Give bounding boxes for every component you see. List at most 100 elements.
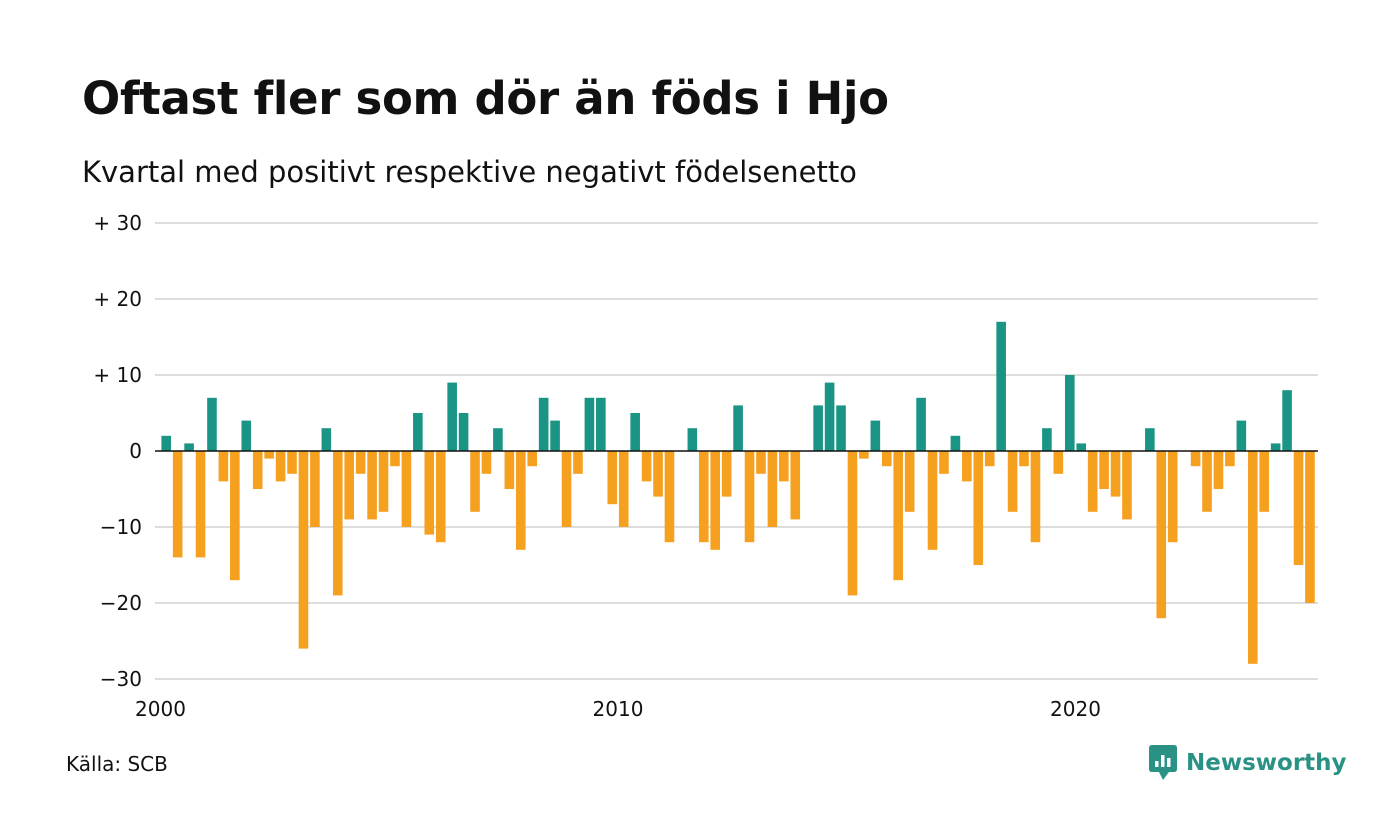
bar [1259, 451, 1270, 512]
bar [195, 451, 206, 558]
x-tick-label: 2020 [1050, 697, 1101, 721]
y-tick-label: −30 [100, 667, 142, 691]
bar [813, 405, 823, 451]
bar [378, 451, 389, 512]
bar [984, 451, 995, 467]
source-note: Källa: SCB [66, 752, 168, 776]
bar [161, 435, 172, 451]
bar [939, 451, 949, 474]
bar [458, 413, 469, 451]
bar [1007, 451, 1018, 512]
bar [561, 451, 572, 527]
bar [893, 451, 904, 581]
bar [1213, 451, 1224, 489]
bar [1019, 451, 1029, 467]
bar [962, 451, 972, 482]
bar [1236, 420, 1247, 451]
bar [1167, 451, 1178, 543]
x-tick-label: 2000 [135, 697, 186, 721]
bar [1190, 451, 1201, 467]
bar [1087, 451, 1098, 512]
newsworthy-brand[interactable]: Newsworthy [1148, 743, 1347, 783]
bar [950, 435, 961, 451]
bar [618, 451, 629, 527]
bar [252, 451, 263, 489]
bar [332, 451, 343, 596]
bar [1099, 451, 1109, 489]
bar [241, 420, 252, 451]
bar [310, 451, 320, 527]
bar [275, 451, 286, 482]
bar [721, 451, 732, 497]
y-tick-label: −10 [100, 515, 142, 539]
bar [607, 451, 618, 505]
bar [230, 451, 240, 581]
bar [481, 451, 492, 474]
bar [401, 451, 412, 527]
chart-subtitle: Kvartal med positivt respektive negativt… [82, 155, 857, 189]
bar [847, 451, 858, 596]
brand-name: Newsworthy [1186, 750, 1347, 776]
bar [1293, 451, 1304, 565]
bar [756, 451, 766, 474]
bar [1305, 451, 1315, 603]
bars [155, 321, 1318, 664]
bar [321, 428, 332, 451]
bar [264, 451, 274, 459]
bar [630, 413, 640, 451]
bar [413, 413, 423, 451]
bar [172, 451, 183, 558]
bar [824, 382, 835, 451]
bar [710, 451, 721, 550]
bar [1064, 375, 1075, 451]
bar [1042, 428, 1052, 451]
bar [584, 397, 595, 451]
bar [447, 382, 457, 451]
x-axis-ticks: 2000 2010 2020 [135, 697, 1101, 721]
gridlines [155, 222, 1318, 680]
bar [207, 397, 217, 451]
bar [1225, 451, 1235, 467]
bar [515, 451, 526, 550]
bar [1202, 451, 1212, 512]
bar [973, 451, 984, 565]
bar [184, 443, 194, 451]
bar [1030, 451, 1041, 543]
bar [367, 451, 377, 520]
bar [1156, 451, 1167, 619]
bar [1110, 451, 1121, 497]
chart-title: Oftast fler som dör än föds i Hjo [82, 72, 889, 125]
bar [744, 451, 755, 543]
bar [859, 451, 869, 459]
bar [470, 451, 480, 512]
bar [424, 451, 435, 535]
bar [653, 451, 663, 497]
y-tick-label: + 20 [93, 287, 142, 311]
y-tick-label: + 10 [93, 363, 142, 387]
bar [836, 405, 846, 451]
bar [767, 451, 778, 527]
bar [573, 451, 583, 474]
bar [779, 451, 789, 482]
bar [664, 451, 675, 543]
bar [927, 451, 938, 550]
bar [1122, 451, 1132, 520]
bar [527, 451, 538, 467]
bar [1145, 428, 1155, 451]
bar [1053, 451, 1064, 474]
bar [687, 428, 698, 451]
bar [916, 397, 926, 451]
bar [218, 451, 229, 482]
bar [504, 451, 515, 489]
bar [538, 397, 549, 451]
bar [641, 451, 652, 482]
bar [344, 451, 355, 520]
bar [390, 451, 400, 467]
y-axis-ticks: + 30 + 20 + 10 0 −10 −20 −30 [93, 211, 142, 691]
bar [287, 451, 297, 474]
bar [435, 451, 446, 543]
bar [1247, 451, 1258, 664]
bar [355, 451, 366, 474]
y-tick-label: −20 [100, 591, 142, 615]
